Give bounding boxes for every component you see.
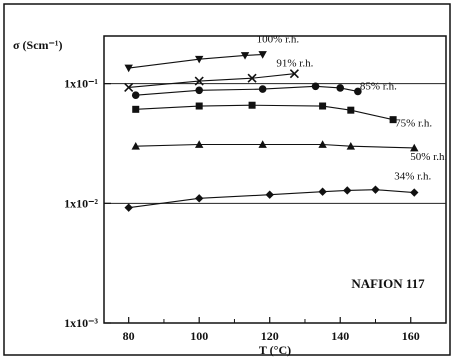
series-label: 34% r.h. [394,171,431,183]
series [124,51,267,73]
series [131,140,419,152]
series [131,82,362,100]
data-point [194,76,204,86]
x-tick-label: 120 [261,329,279,343]
data-point [265,190,274,199]
series-group [124,51,419,212]
data-point [258,51,267,59]
data-point [318,140,327,148]
data-point [194,140,204,148]
data-point [347,106,355,114]
data-point [194,55,204,64]
data-point [132,105,140,113]
data-point [311,82,320,91]
data-point [195,86,203,95]
data-point [194,194,204,203]
data-point [248,101,256,109]
x-tick-label: 140 [331,329,349,343]
series [124,69,299,92]
x-tick-label: 100 [190,329,208,343]
series-line [128,53,263,69]
data-point [343,186,352,195]
y-axis-title: σ (Scm⁻¹) [13,38,62,52]
series-line [128,73,295,88]
series-label: 50% r.h. [410,151,447,163]
data-point [258,140,267,148]
y-tick-label: 1x10⁻³ [64,316,98,330]
series [124,185,419,212]
x-axis-title: T (°C) [259,343,291,357]
data-point [124,203,133,212]
data-point [354,87,362,96]
data-point [247,73,257,83]
data-point [371,185,380,194]
data-point [410,188,419,197]
y-tick-label: 1x10⁻¹ [64,77,98,91]
data-point [346,142,356,150]
series-label: 100% r.h. [257,34,300,46]
data-point [289,69,299,79]
outer-frame [3,3,451,356]
data-point [410,143,419,152]
data-point [131,142,140,150]
y-tick-label: 1x10⁻² [64,196,98,210]
x-ticks: 80 100 120 140 160 [123,317,447,343]
data-point [258,85,267,93]
series [132,101,397,124]
x-tick-label: 80 [123,329,135,343]
data-point [240,52,250,60]
plot-area [103,35,447,324]
x-tick-label: 160 [402,329,420,343]
series-label: 85% r.h. [360,80,397,92]
data-point [195,102,203,110]
series-line [135,143,415,149]
data-point [336,84,345,92]
data-point [124,82,134,92]
series-label: 91% r.h. [276,58,313,70]
series-line [135,104,394,121]
nafion-annotation: NAFION 117 [351,276,425,291]
y-ticks: 1x10⁻¹ 1x10⁻² 1x10⁻³ [64,77,111,330]
data-point [319,102,327,110]
data-point [318,187,327,196]
series-labels: 100% r.h. 91% r.h. 85% r.h. 75% r.h. 50% r.h… [257,34,448,183]
data-point [389,116,397,124]
data-point [131,91,140,100]
data-point [124,64,133,73]
series-label: 75% r.h. [395,118,432,130]
